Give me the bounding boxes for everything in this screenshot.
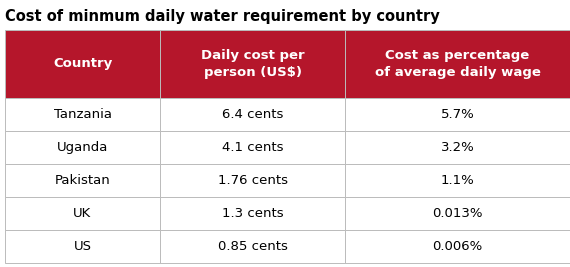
Text: 0.006%: 0.006% [433, 240, 483, 253]
Bar [160, 30, 345, 98]
Text: 1.3 cents: 1.3 cents [222, 207, 283, 220]
Text: 0.013%: 0.013% [432, 207, 483, 220]
Bar [160, 98, 345, 131]
Text: 1.76 cents: 1.76 cents [218, 174, 287, 187]
Bar [5, 197, 160, 230]
Bar [5, 98, 160, 131]
Text: Pakistan: Pakistan [55, 174, 111, 187]
Text: US: US [74, 240, 92, 253]
Text: 6.4 cents: 6.4 cents [222, 108, 283, 121]
Bar [160, 131, 345, 164]
Bar [345, 98, 570, 131]
Text: 4.1 cents: 4.1 cents [222, 141, 283, 154]
Bar [345, 30, 570, 98]
Text: Cost of minmum daily water requirement by country: Cost of minmum daily water requirement b… [5, 9, 439, 24]
Text: UK: UK [74, 207, 92, 220]
Text: Tanzania: Tanzania [54, 108, 112, 121]
Bar [5, 230, 160, 263]
Bar [5, 131, 160, 164]
Bar [5, 164, 160, 197]
Bar [160, 197, 345, 230]
Text: Daily cost per
person (US$): Daily cost per person (US$) [201, 49, 304, 79]
Text: 5.7%: 5.7% [441, 108, 474, 121]
Bar [345, 230, 570, 263]
Text: Country: Country [53, 57, 112, 70]
Bar [345, 197, 570, 230]
Text: 3.2%: 3.2% [441, 141, 474, 154]
Bar [345, 164, 570, 197]
Bar [160, 164, 345, 197]
Text: 0.85 cents: 0.85 cents [218, 240, 287, 253]
Text: Cost as percentage
of average daily wage: Cost as percentage of average daily wage [374, 49, 540, 79]
Bar [345, 131, 570, 164]
Text: Uganda: Uganda [57, 141, 108, 154]
Bar [5, 30, 160, 98]
Bar [160, 230, 345, 263]
Text: 1.1%: 1.1% [441, 174, 474, 187]
